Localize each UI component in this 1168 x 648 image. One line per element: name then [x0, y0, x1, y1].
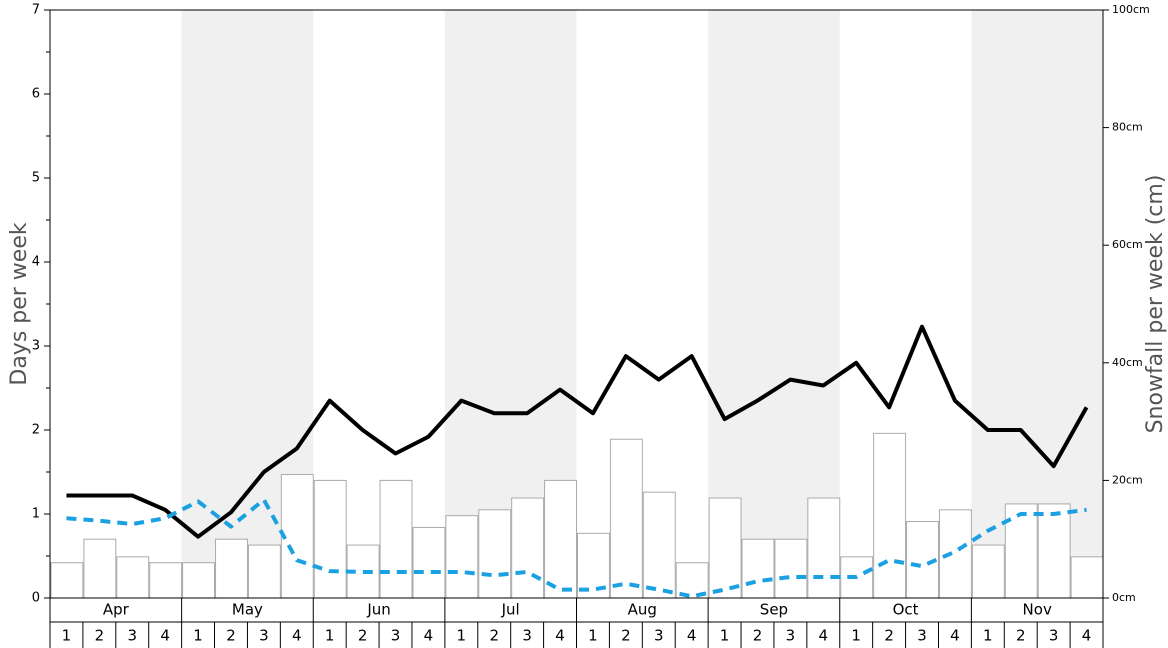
y2-tick-label: 60cm	[1112, 238, 1143, 251]
month-label: Aug	[628, 601, 657, 619]
bar	[1037, 503, 1071, 599]
bar	[445, 515, 479, 599]
week-label: 3	[127, 627, 137, 645]
bar	[873, 432, 907, 599]
y-tick-label: 5	[32, 171, 40, 186]
month-label: Jul	[501, 601, 520, 619]
week-label: 4	[1082, 627, 1092, 645]
week-label: 3	[1049, 627, 1059, 645]
week-label: 4	[292, 627, 302, 645]
month-label: Sep	[760, 601, 788, 619]
y2-tick-label: 0cm	[1112, 591, 1136, 604]
bar	[215, 538, 248, 599]
bar	[774, 538, 808, 599]
week-label: 1	[457, 627, 467, 645]
y2-tick-label: 80cm	[1112, 121, 1143, 134]
week-label: 3	[654, 627, 664, 645]
bar	[280, 474, 314, 599]
bar	[609, 438, 643, 599]
week-label: 4	[687, 627, 697, 645]
bar	[741, 538, 775, 599]
month-label: Nov	[1023, 601, 1052, 619]
bar	[149, 562, 183, 599]
bar	[83, 538, 117, 599]
y2-tick-label: 40cm	[1112, 356, 1143, 369]
month-label: Jun	[366, 601, 390, 619]
plot-frame	[49, 9, 1104, 599]
week-label: 2	[1016, 627, 1026, 645]
week-label: 2	[489, 627, 499, 645]
bar	[412, 526, 446, 599]
bar	[807, 497, 841, 599]
week-label: 4	[160, 627, 170, 645]
bar	[938, 509, 972, 599]
week-label: 4	[950, 627, 960, 645]
y-tick-label: 2	[32, 423, 40, 438]
bar	[313, 479, 347, 599]
bar	[544, 479, 577, 599]
week-label: 1	[851, 627, 861, 645]
week-label: 4	[555, 627, 565, 645]
y-tick-label: 7	[32, 3, 40, 18]
bar	[247, 544, 281, 599]
week-label: 2	[884, 627, 894, 645]
month-label: Apr	[103, 601, 130, 619]
bar	[182, 562, 216, 599]
bar	[971, 544, 1005, 599]
line-series	[66, 324, 1089, 539]
bar	[478, 509, 512, 599]
month-label: May	[232, 601, 263, 619]
week-label: 1	[193, 627, 203, 645]
week-label: 3	[391, 627, 401, 645]
bar	[116, 556, 150, 599]
week-label: 1	[720, 627, 730, 645]
week-label: 1	[62, 627, 72, 645]
bar	[1070, 556, 1104, 599]
week-label: 1	[325, 627, 335, 645]
bar	[50, 562, 84, 599]
bar	[511, 497, 545, 599]
week-label: 2	[358, 627, 368, 645]
week-label: 4	[819, 627, 829, 645]
week-label: 2	[621, 627, 631, 645]
week-label: 2	[95, 627, 105, 645]
line-series	[66, 497, 1087, 599]
y-tick-label: 0	[32, 591, 40, 606]
week-label: 2	[226, 627, 236, 645]
week-label: 3	[259, 627, 269, 645]
y2-axis-title: Snowfall per week (cm)	[1143, 175, 1168, 434]
y-tick-label: 4	[32, 255, 40, 270]
week-label: 3	[786, 627, 796, 645]
week-label: 1	[588, 627, 598, 645]
y2-tick-label: 20cm	[1112, 473, 1143, 486]
week-label: 4	[424, 627, 434, 645]
week-label: 1	[983, 627, 993, 645]
week-label: 3	[917, 627, 927, 645]
y-tick-label: 6	[32, 87, 40, 102]
y-tick-label: 3	[32, 339, 40, 354]
y-tick-label: 1	[32, 507, 40, 522]
bar	[642, 491, 676, 599]
month-band	[971, 10, 1103, 598]
week-label: 3	[522, 627, 532, 645]
bar	[708, 497, 742, 599]
y-axis-title: Days per week	[7, 222, 32, 385]
week-label: 2	[753, 627, 763, 645]
month-label: Oct	[893, 601, 919, 619]
y2-tick-label: 100cm	[1112, 3, 1150, 16]
bar	[379, 479, 413, 599]
